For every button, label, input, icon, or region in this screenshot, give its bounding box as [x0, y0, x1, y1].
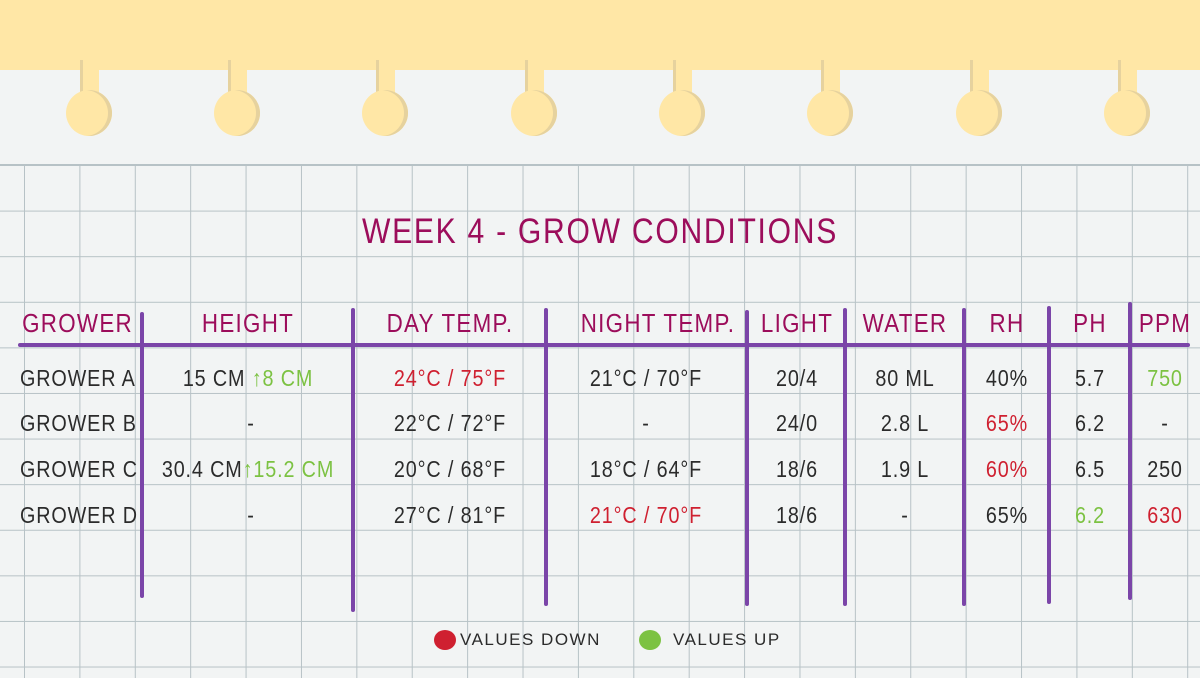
light-cell: 18/6 — [776, 456, 818, 482]
water-cell: 2.8 L — [880, 410, 930, 436]
binder-ring-icon — [807, 60, 853, 136]
up-arrow-icon: ↑ — [251, 365, 263, 391]
page-title: WEEK 4 - GROW CONDITIONS — [361, 212, 839, 251]
legend-label: VALUES DOWN — [460, 630, 601, 649]
height-cell: 30.4 CM↑15.2 CM — [160, 456, 335, 483]
light-cell: 20/4 — [776, 365, 818, 391]
grower-name: GROWER C — [20, 456, 138, 482]
ppm-cell: 250 — [1147, 456, 1183, 482]
night-temp-cell: 21°C / 70°F — [589, 502, 703, 528]
rh-cell: 65% — [985, 410, 1029, 436]
day-temp-cell: 20°C / 68°F — [393, 456, 507, 482]
grower-name: GROWER D — [20, 502, 138, 528]
binder-ring-icon — [956, 60, 1002, 136]
column-header-ph: PH — [1073, 308, 1107, 338]
binder-ring-icon — [659, 60, 705, 136]
day-temp-cell: 27°C / 81°F — [393, 502, 507, 528]
binder-ring-icon — [511, 60, 557, 136]
light-cell: 24/0 — [776, 410, 818, 436]
column-divider — [351, 308, 355, 612]
column-divider — [843, 308, 847, 606]
column-header-day-temp: DAY TEMP. — [386, 308, 514, 338]
height-change: 15.2 CM — [253, 456, 335, 482]
height-value: 30.4 CM — [161, 456, 243, 482]
column-header-rh: RH — [989, 308, 1025, 338]
rh-cell: 40% — [985, 365, 1029, 391]
height-cell: - — [247, 502, 255, 528]
ph-cell: 5.7 — [1074, 365, 1106, 391]
up-arrow-icon: ↑ — [242, 456, 254, 482]
ph-cell: 6.2 — [1074, 502, 1106, 528]
day-temp-cell: 24°C / 75°F — [393, 365, 507, 391]
notebook-binding-banner — [0, 0, 1200, 70]
column-header-water: WATER — [862, 308, 948, 338]
column-header-height: HEIGHT — [201, 308, 295, 338]
column-divider — [1128, 302, 1132, 600]
legend-values-down: VALUES DOWN — [434, 630, 601, 650]
column-divider — [544, 308, 548, 606]
height-cell: 15 CM ↑8 CM — [160, 365, 335, 392]
legend-values-up: VALUES UP — [639, 630, 781, 650]
ph-cell: 6.5 — [1074, 456, 1106, 482]
red-dot-icon — [434, 630, 456, 650]
ppm-cell: - — [1161, 410, 1169, 436]
grower-name: GROWER A — [20, 365, 136, 391]
night-temp-cell: 21°C / 70°F — [589, 365, 703, 391]
column-header-grower: GROWER — [22, 308, 133, 338]
column-divider — [962, 308, 966, 606]
rh-cell: 65% — [985, 502, 1029, 528]
header-divider — [18, 343, 1190, 347]
height-cell: - — [247, 410, 255, 436]
column-header-ppm: PPM — [1138, 308, 1192, 338]
graph-paper-grid — [0, 165, 1200, 678]
binder-ring-icon — [214, 60, 260, 136]
column-header-night-temp: NIGHT TEMP. — [580, 308, 736, 338]
water-cell: 1.9 L — [880, 456, 930, 482]
binder-ring-icon — [66, 60, 112, 136]
column-divider — [140, 312, 144, 598]
day-temp-cell: 22°C / 72°F — [393, 410, 507, 436]
green-dot-icon — [639, 630, 661, 650]
binder-ring-icon — [362, 60, 408, 136]
column-header-light: LIGHT — [760, 308, 834, 338]
water-cell: 80 ML — [875, 365, 935, 391]
column-divider — [745, 310, 749, 606]
ppm-cell: 750 — [1147, 365, 1183, 391]
column-divider — [1047, 306, 1051, 604]
night-temp-cell: 18°C / 64°F — [589, 456, 703, 482]
height-change: 8 CM — [262, 365, 314, 391]
binder-ring-icon — [1104, 60, 1150, 136]
ppm-cell: 630 — [1147, 502, 1183, 528]
ph-cell: 6.2 — [1074, 410, 1106, 436]
light-cell: 18/6 — [776, 502, 818, 528]
night-temp-cell: - — [642, 410, 650, 436]
water-cell: - — [901, 502, 909, 528]
rh-cell: 60% — [985, 456, 1029, 482]
height-value: 15 CM — [182, 365, 246, 391]
legend-label: VALUES UP — [673, 630, 781, 649]
grower-name: GROWER B — [20, 410, 137, 436]
